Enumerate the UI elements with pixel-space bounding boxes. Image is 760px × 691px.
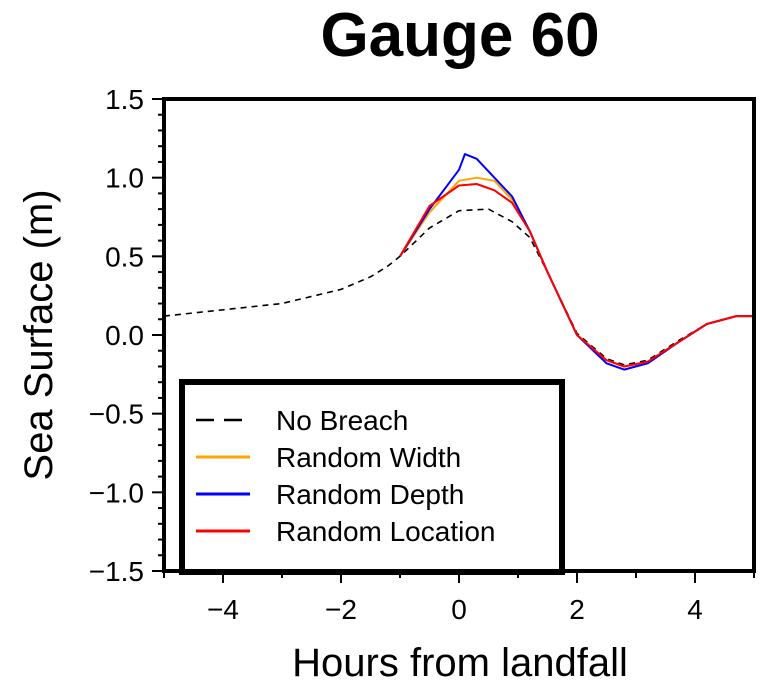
legend-label: No Breach [276, 405, 408, 436]
y-axis-ticks: −1.5 −1.0 −0.5 0.0 0.5 1.0 1.5 [89, 84, 164, 587]
legend-box [179, 379, 565, 575]
y-tick-label: 0.0 [105, 320, 144, 351]
x-tick-label: −4 [207, 594, 239, 625]
series-line-1 [399, 176, 754, 368]
y-tick-label: 1.5 [105, 84, 144, 115]
legend-entries: No Breach Random Width Random Depth Random … [196, 405, 495, 547]
series-line-3 [399, 183, 754, 368]
legend-label: Random Width [276, 442, 461, 473]
y-axis-label: Sea Surface (m) [17, 189, 61, 480]
y-tick-label: 1.0 [105, 163, 144, 194]
x-axis-label: Hours from landfall [292, 641, 628, 685]
y-tick-label: −1.5 [89, 556, 144, 587]
y-tick-label: −0.5 [89, 399, 144, 430]
x-tick-label: 0 [451, 594, 467, 625]
x-axis-ticks: −4 −2 0 2 4 [163, 571, 755, 625]
series-line-0 [163, 208, 754, 366]
x-tick-label: 4 [687, 594, 703, 625]
chart-title: Gauge 60 [320, 1, 599, 70]
legend: No Breach Random Width Random Depth Random … [179, 379, 565, 575]
y-tick-label: −1.0 [89, 477, 144, 508]
plot-lines [163, 153, 754, 371]
x-tick-label: 2 [569, 594, 585, 625]
legend-label: Random Location [276, 516, 495, 547]
x-tick-label: −2 [325, 594, 357, 625]
legend-label: Random Depth [276, 479, 464, 510]
y-tick-label: 0.5 [105, 241, 144, 272]
